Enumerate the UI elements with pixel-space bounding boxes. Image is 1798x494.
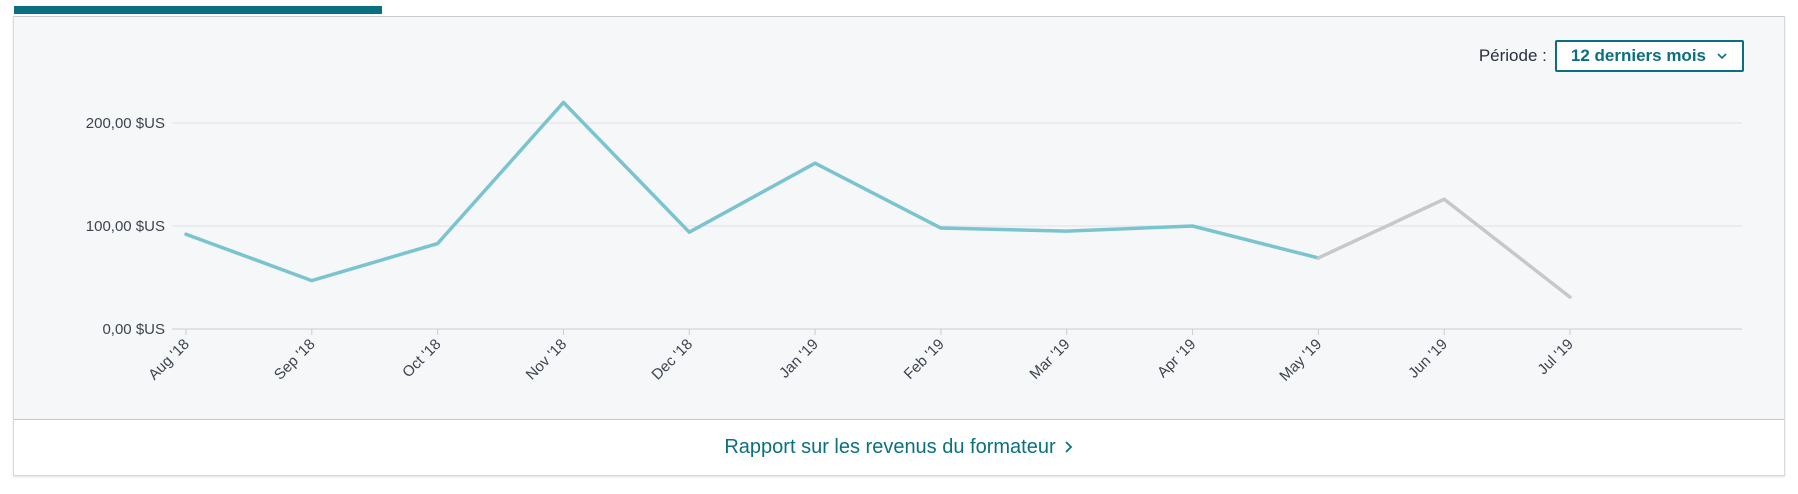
chevron-down-icon bbox=[1717, 53, 1727, 60]
y-tick-label: 0,00 $US bbox=[102, 321, 165, 338]
x-tick-label: Dec '18 bbox=[648, 336, 696, 384]
period-filter: Période : 12 derniers mois bbox=[1479, 40, 1744, 72]
x-tick-label: Jan '19 bbox=[776, 336, 822, 382]
card-footer: Rapport sur les revenus du formateur bbox=[14, 419, 1784, 475]
period-label: Période : bbox=[1478, 46, 1547, 65]
instructor-revenue-report-link[interactable]: Rapport sur les revenus du formateur bbox=[724, 436, 1073, 459]
y-tick-label: 100,00 $US bbox=[86, 218, 165, 235]
y-tick-label: 200,00 $US bbox=[86, 115, 165, 132]
period-selected-value: 12 derniers mois bbox=[1570, 46, 1706, 65]
x-tick-label: Apr '19 bbox=[1154, 336, 1199, 381]
report-link-label: Rapport sur les revenus du formateur bbox=[724, 435, 1056, 458]
chevron-right-icon bbox=[1065, 441, 1072, 453]
series-line-actual bbox=[184, 100, 1321, 283]
chart-panel: 0,00 $US 100,00 $US 200,00 $US Aug '18 Sep '… bbox=[14, 17, 1784, 420]
x-tick-label: Feb '19 bbox=[901, 336, 948, 383]
x-tick-label: May '19 bbox=[1276, 336, 1325, 385]
earnings-card: 0,00 $US 100,00 $US 200,00 $US Aug '18 Sep '… bbox=[13, 16, 1785, 476]
x-tick-label: Sep '18 bbox=[271, 336, 319, 384]
x-tick-label: Nov '18 bbox=[523, 336, 571, 384]
earnings-line-chart: 0,00 $US 100,00 $US 200,00 $US Aug '18 Sep '… bbox=[86, 100, 1742, 385]
x-tick-label: Oct '18 bbox=[399, 336, 444, 381]
active-tab-indicator bbox=[14, 6, 382, 14]
series-line-pending bbox=[1316, 197, 1572, 299]
period-dropdown[interactable]: 12 derniers mois bbox=[1554, 40, 1744, 72]
x-tick-label: Aug '18 bbox=[145, 336, 193, 384]
x-tick-label: Mar '19 bbox=[1026, 336, 1073, 383]
x-tick-label: Jun '19 bbox=[1405, 336, 1451, 382]
x-tick-label: Jul '19 bbox=[1534, 336, 1576, 378]
